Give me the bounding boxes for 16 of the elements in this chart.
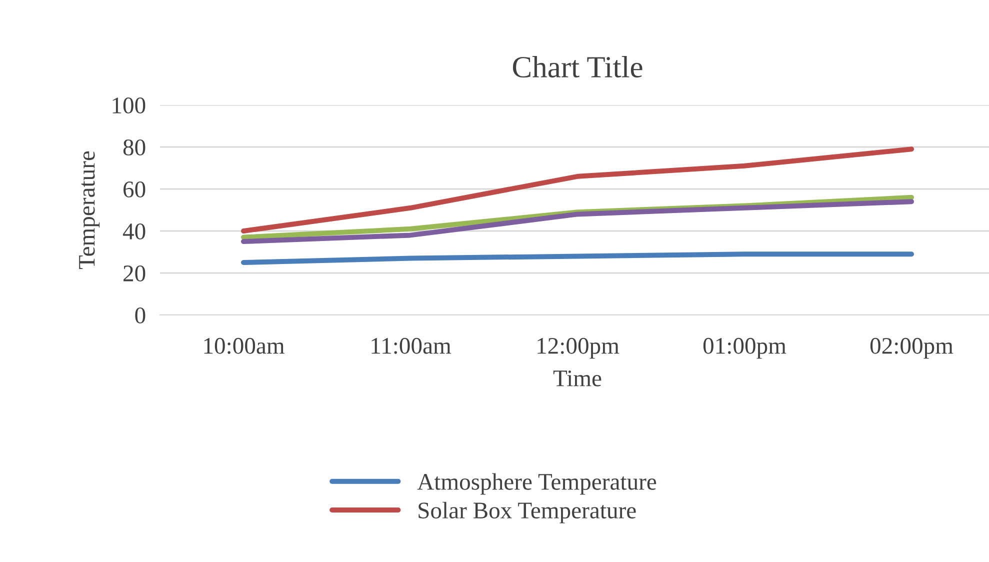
legend-label: Solar Box Temperature <box>418 502 636 524</box>
x-tick-label: 02:00pm <box>870 338 954 359</box>
x-tick-label: 11:00am <box>372 338 451 354</box>
x-axis-title: Time <box>553 370 602 386</box>
x-tick-label: 01:00pm <box>703 338 786 359</box>
legend-label: Atmosphere Temperature <box>417 473 656 495</box>
y-tick-label: 100 <box>112 97 146 114</box>
y-tick-label: 20 <box>124 265 146 282</box>
y-tick-label: 80 <box>123 139 146 156</box>
y-axis-title: Temperature <box>79 151 100 270</box>
y-tick-label: 60 <box>124 181 146 198</box>
x-tick-label: 10:00am <box>204 338 284 354</box>
y-tick-label: 0 <box>135 307 146 324</box>
y-tick-label: 40 <box>122 223 146 240</box>
chart-title: Chart Title <box>512 56 642 78</box>
x-tick-label: 12:00pm <box>538 338 620 359</box>
